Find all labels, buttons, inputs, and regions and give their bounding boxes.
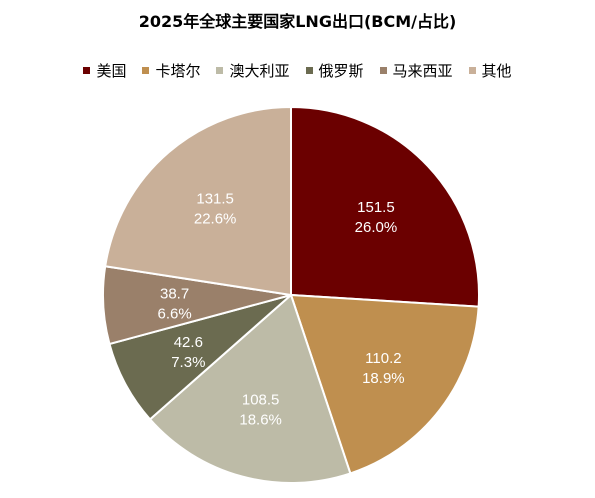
slice-value-label: 108.5 <box>242 392 280 409</box>
legend-label: 卡塔尔 <box>155 62 201 80</box>
legend-item: 美国 <box>83 60 126 81</box>
legend-label: 澳大利亚 <box>229 62 290 80</box>
pie-slice <box>148 293 352 484</box>
legend-swatch <box>142 67 150 74</box>
legend-swatch <box>83 67 91 74</box>
chart-title: 2025年全球主要国家LNG出口(BCM/占比) <box>138 12 457 31</box>
legend-item: 俄罗斯 <box>305 60 364 81</box>
slice-value-label: 38.7 <box>160 285 189 302</box>
legend-swatch <box>379 67 387 74</box>
slice-value-label: 131.5 <box>196 190 234 207</box>
legend: 美国 卡塔尔 澳大利亚 俄罗斯 马来西亚 其他 <box>0 60 595 81</box>
legend-item: 澳大利亚 <box>216 60 290 81</box>
legend-item: 马来西亚 <box>379 60 453 81</box>
legend-swatch <box>305 67 313 74</box>
slice-percent-label: 22.6% <box>194 210 237 227</box>
slice-percent-label: 6.6% <box>158 305 192 322</box>
slice-value-label: 42.6 <box>174 334 203 351</box>
slice-percent-label: 18.6% <box>239 412 282 429</box>
legend-item: 其他 <box>468 60 512 81</box>
legend-swatch <box>216 67 224 74</box>
legend-label: 俄罗斯 <box>318 62 364 80</box>
slice-percent-label: 18.9% <box>362 370 405 387</box>
slice-percent-label: 7.3% <box>171 354 205 371</box>
slice-value-label: 151.5 <box>357 199 395 216</box>
slice-percent-label: 26.0% <box>355 219 398 236</box>
legend-swatch <box>468 67 476 74</box>
pie-slice <box>290 105 480 308</box>
legend-item: 卡塔尔 <box>142 60 200 81</box>
legend-label: 美国 <box>96 62 127 80</box>
slice-value-label: 110.2 <box>365 350 401 367</box>
pie-slice <box>289 293 480 475</box>
legend-label: 其他 <box>481 62 512 80</box>
legend-label: 马来西亚 <box>392 62 453 80</box>
pie-slice <box>104 105 292 297</box>
